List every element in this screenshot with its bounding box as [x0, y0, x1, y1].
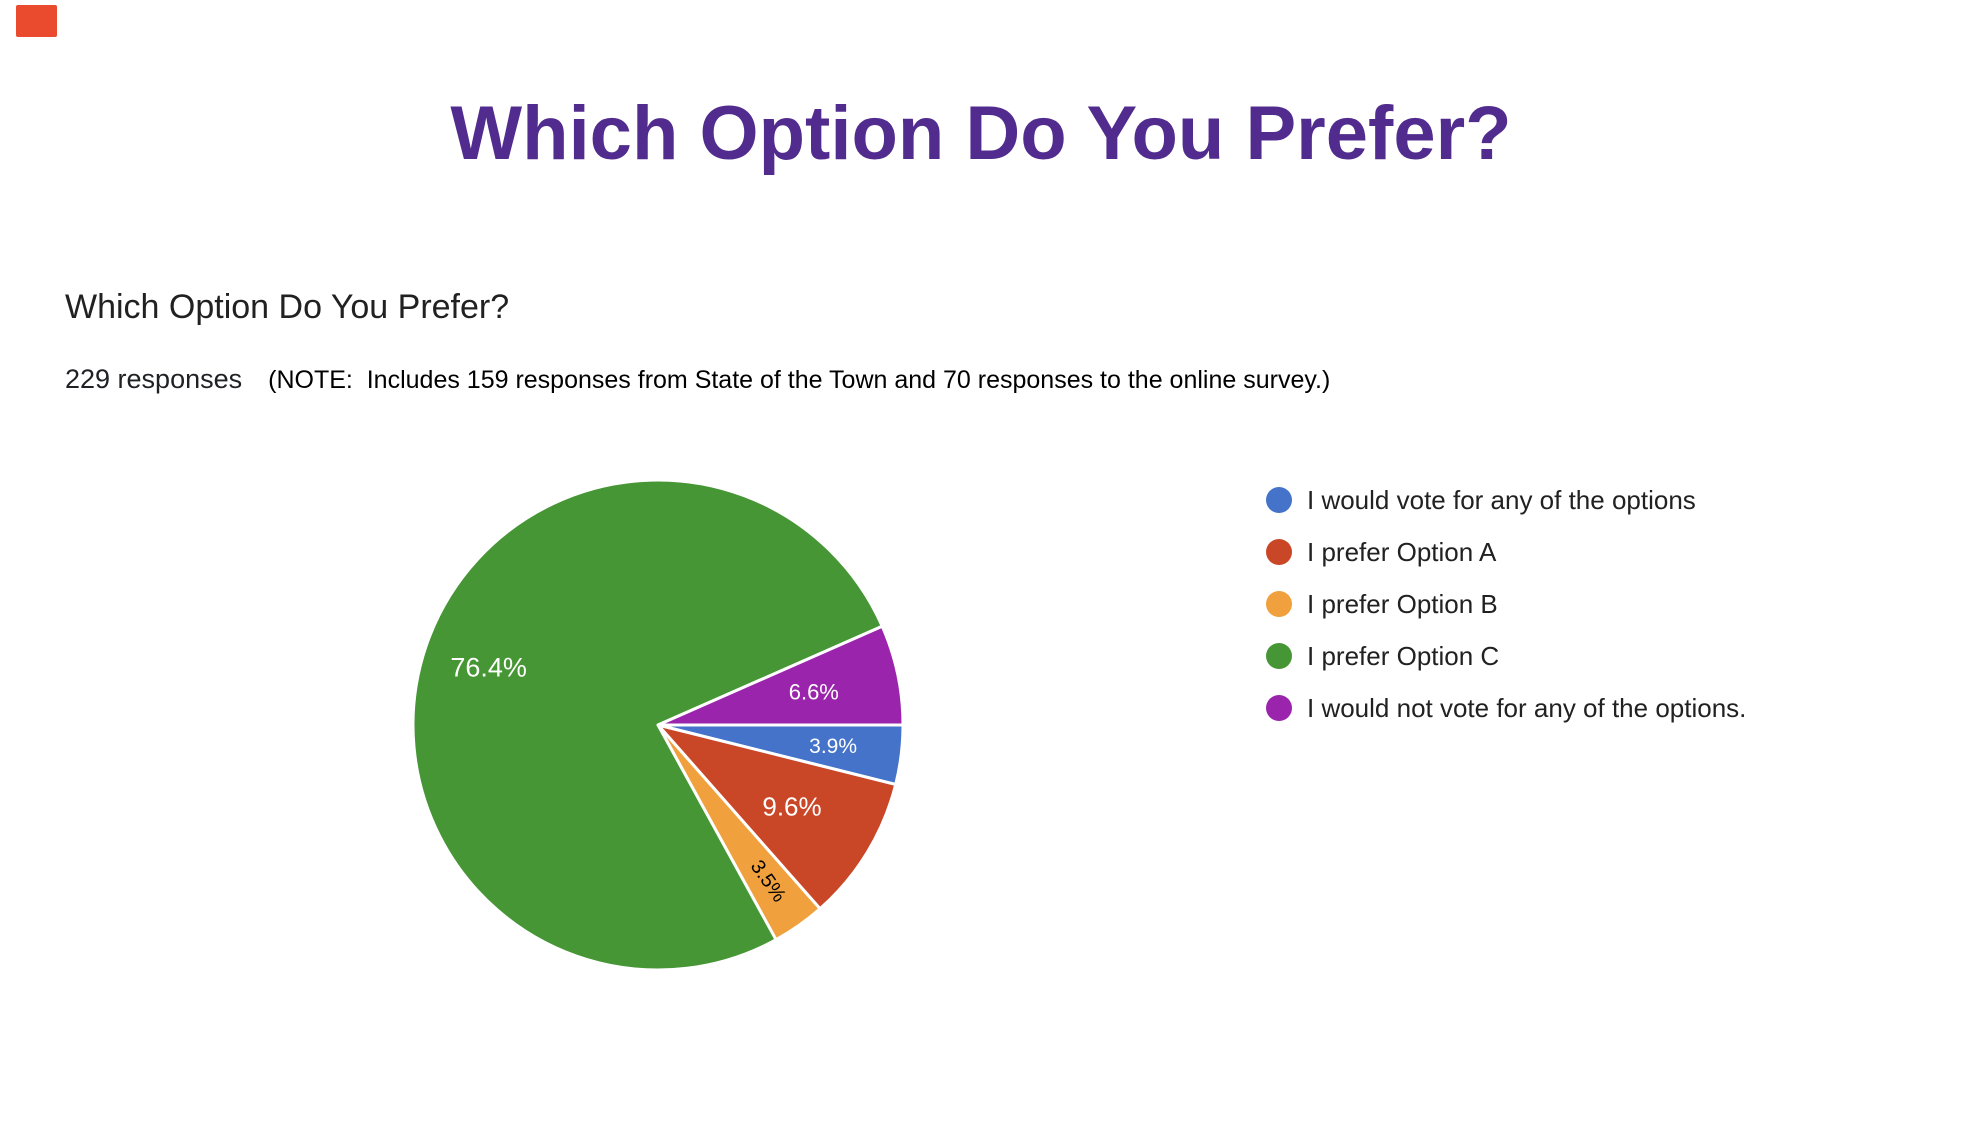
pie-slice-4: [411, 478, 884, 972]
pie-slice-value-2: 9.6%: [762, 792, 821, 822]
legend-label: I prefer Option B: [1307, 588, 1498, 619]
legend-label: I prefer Option A: [1307, 536, 1497, 567]
legend-swatch-icon: [1266, 643, 1292, 669]
pie-slice-5: [656, 624, 905, 727]
legend-label: I prefer Option C: [1307, 640, 1500, 671]
pie-chart: 3.9%9.6%3.5%76.4%6.6%: [411, 478, 905, 972]
responses-note: (NOTE: Includes 159 responses from State…: [268, 366, 1331, 394]
legend-item-3: I prefer Option B: [1266, 578, 1746, 630]
legend-item-4: I prefer Option C: [1266, 630, 1746, 682]
legend-item-2: I prefer Option A: [1266, 526, 1746, 578]
legend-item-5: I would not vote for any of the options.: [1266, 682, 1746, 734]
pie-slice-value-1: 3.9%: [809, 735, 857, 758]
legend-swatch-icon: [1266, 591, 1292, 617]
legend-label: I would vote for any of the options: [1307, 484, 1696, 515]
question-title: Which Option Do You Prefer?: [65, 288, 510, 326]
pie-slice-2: [656, 723, 898, 911]
responses-count: 229 responses: [65, 364, 243, 394]
responses-row: 229 responses (NOTE: Includes 159 respon…: [65, 364, 1330, 395]
legend-swatch-icon: [1266, 695, 1292, 721]
red-corner-marker: [16, 5, 57, 37]
pie-slice-value-4: 76.4%: [450, 653, 527, 683]
chart-legend: I would vote for any of the options I pre…: [1266, 474, 1746, 734]
legend-swatch-icon: [1266, 487, 1292, 513]
page-title: Which Option Do You Prefer?: [450, 91, 1512, 176]
pie-slice-value-5: 6.6%: [789, 680, 839, 705]
legend-item-1: I would vote for any of the options: [1266, 474, 1746, 526]
legend-label: I would not vote for any of the options.: [1307, 692, 1747, 723]
legend-swatch-icon: [1266, 539, 1292, 565]
